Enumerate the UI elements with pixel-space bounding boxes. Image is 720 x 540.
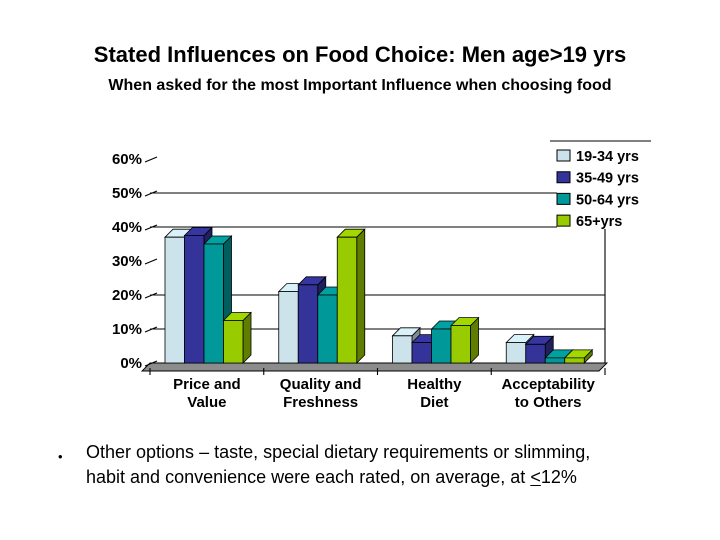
y-axis-label-0: 0%: [120, 355, 142, 372]
category-label-price-and-value: Value: [187, 394, 226, 411]
bullet-point: • Other options – taste, special dietary…: [58, 440, 683, 490]
bar-19-34-yrs-quality-and-freshness: [278, 291, 299, 364]
y-axis-label-40: 40%: [112, 219, 142, 236]
category-label-acceptability-to-others: Acceptability: [501, 376, 595, 393]
bullet-text: Other options – taste, special dietary r…: [86, 440, 590, 490]
y-axis-label-50: 50%: [112, 185, 142, 202]
y-axis-tick-mark: [144, 258, 158, 265]
legend-label-19-34-yrs: 19-34 yrs: [576, 149, 639, 165]
bullet-line-1: Other options – taste, special dietary r…: [86, 442, 591, 462]
bar-65-yrs-quality-and-freshness: [336, 236, 358, 364]
legend-swatch-19-34-yrs: [556, 149, 571, 162]
slide-subtitle: When asked for the most Important Influe…: [108, 77, 612, 94]
category-label-healthy-diet: Healthy: [407, 376, 462, 393]
bar-50-64-yrs-acceptability-to-others: [544, 357, 566, 364]
bar-35-49-yrs-price-and-value: [184, 235, 205, 364]
bar-35-49-yrs-acceptability-to-others: [525, 343, 546, 364]
y-axis-label-60: 60%: [112, 151, 142, 168]
bar-side-65-yrs-quality-and-freshness: [356, 228, 366, 364]
category-label-price-and-value: Price and: [173, 376, 241, 393]
y-axis-tick-mark: [144, 292, 158, 299]
bar-50-64-yrs-healthy-diet: [431, 328, 452, 364]
bar-19-34-yrs-acceptability-to-others: [505, 342, 527, 364]
y-axis-tick-mark: [144, 156, 158, 163]
bar-65-yrs-price-and-value: [223, 320, 244, 364]
bullet-line-2: habit and convenience were each rated, o…: [86, 467, 531, 487]
bullet-marker: •: [58, 449, 63, 464]
bar-50-64-yrs-quality-and-freshness: [317, 294, 338, 364]
y-axis-tick-mark: [144, 224, 158, 231]
category-label-acceptability-to-others: to Others: [515, 394, 582, 411]
bar-35-49-yrs-quality-and-freshness: [297, 284, 319, 364]
legend-label-50-64-yrs: 50-64 yrs: [576, 192, 639, 208]
slide-title: Stated Influences on Food Choice: Men ag…: [93, 42, 627, 67]
bar-65-yrs-acceptability-to-others: [564, 357, 585, 364]
category-label-healthy-diet: Diet: [420, 394, 448, 411]
less-than-or-equal-symbol: <: [530, 467, 541, 487]
legend-swatch-65-yrs: [556, 214, 571, 227]
legend-label-35-49-yrs: 35-49 yrs: [576, 171, 639, 187]
bar-side-65-yrs-price-and-value: [242, 311, 252, 364]
legend-swatch-50-64-yrs: [556, 192, 571, 205]
y-axis-label-10: 10%: [112, 321, 142, 338]
y-axis-tick-mark: [144, 360, 158, 367]
y-axis-label-20: 20%: [112, 287, 142, 304]
bar-19-34-yrs-healthy-diet: [392, 335, 413, 364]
y-axis-tick-mark: [144, 326, 158, 333]
bar-19-34-yrs-price-and-value: [164, 236, 185, 364]
bar-50-64-yrs-price-and-value: [203, 243, 224, 364]
y-axis-label-30: 30%: [112, 253, 142, 270]
y-axis-tick-mark: [144, 190, 158, 197]
bullet-line-2-end: 12%: [540, 467, 577, 487]
category-label-quality-and-freshness: Quality and: [280, 376, 362, 393]
legend-label-65-yrs: 65+yrs: [576, 214, 622, 230]
bar-65-yrs-healthy-diet: [450, 325, 471, 364]
legend-swatch-35-49-yrs: [556, 171, 571, 184]
category-label-quality-and-freshness: Freshness: [283, 394, 358, 411]
chart-floor: [140, 362, 609, 372]
bar-35-49-yrs-healthy-diet: [411, 342, 432, 364]
